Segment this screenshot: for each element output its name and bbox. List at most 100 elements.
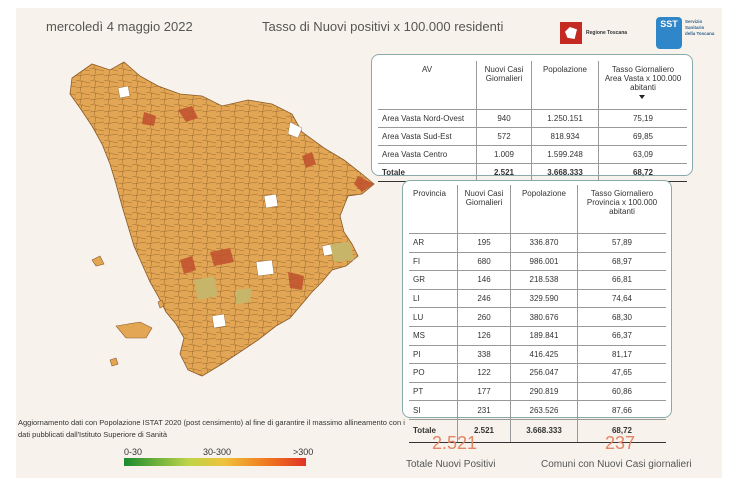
prov-cell: 47,65 bbox=[577, 363, 666, 383]
prov-cell: 57,89 bbox=[577, 233, 666, 253]
prov-cell: 122 bbox=[457, 363, 511, 383]
prov-cell: 66,37 bbox=[577, 326, 666, 346]
av-cell: 818.934 bbox=[531, 127, 599, 146]
sst-logo-text: Servizio Sanitario della Toscana bbox=[685, 19, 715, 36]
prov-cell: 177 bbox=[457, 382, 511, 402]
regione-toscana-emblem-icon bbox=[560, 22, 582, 44]
prov-cell: 329.590 bbox=[510, 289, 578, 309]
total-positives-value: 2.521 bbox=[432, 433, 478, 453]
av-cell: Area Vasta Centro bbox=[378, 145, 477, 164]
tuscany-region-shape bbox=[69, 61, 375, 377]
prov-cell: 338 bbox=[457, 345, 511, 365]
av-header-cases[interactable]: Nuovi Casi Giornalieri bbox=[476, 61, 532, 110]
table-row[interactable]: SI 231 263.526 87,66 bbox=[409, 400, 666, 420]
prov-cell: 263.526 bbox=[510, 400, 578, 420]
prov-cell: 260 bbox=[457, 307, 511, 327]
prov-cell: 126 bbox=[457, 326, 511, 346]
sort-desc-icon bbox=[638, 94, 645, 99]
prov-cell: 146 bbox=[457, 270, 511, 290]
prov-header-rate[interactable]: Tasso Giornaliero Provincia x 100.000 ab… bbox=[577, 185, 666, 234]
table-row[interactable]: FI 680 986.001 68,97 bbox=[409, 252, 666, 272]
total-positives-label: Totale Nuovi Positivi bbox=[406, 459, 496, 470]
av-cell: 63,09 bbox=[598, 145, 687, 164]
prov-cell: AR bbox=[409, 233, 458, 253]
table-row[interactable]: LU 260 380.676 68,30 bbox=[409, 307, 666, 327]
table-row[interactable]: Area Vasta Sud-Est 572 818.934 69,85 bbox=[378, 127, 687, 146]
prov-cell: 246 bbox=[457, 289, 511, 309]
prov-total-cell: 68,72 bbox=[577, 419, 666, 443]
area-vasta-table-card: AV Nuovi Casi Giornalieri Popolazione Ta… bbox=[371, 54, 693, 182]
av-header-rate[interactable]: Tasso Giornaliero Area Vasta x 100.000 a… bbox=[598, 61, 687, 110]
table-row[interactable]: Area Vasta Centro 1.009 1.599.248 63,09 bbox=[378, 145, 687, 164]
data-update-note: Aggiornamento dati con Popolazione ISTAT… bbox=[18, 418, 405, 439]
prov-cell: 336.870 bbox=[510, 233, 578, 253]
prov-cell: 380.676 bbox=[510, 307, 578, 327]
high-rate-municipalities bbox=[142, 106, 374, 290]
area-vasta-table: AV Nuovi Casi Giornalieri Popolazione Ta… bbox=[378, 61, 687, 182]
comuni-count-value: 237 bbox=[605, 433, 636, 453]
prov-cell: 66,81 bbox=[577, 270, 666, 290]
prov-cell: LI bbox=[409, 289, 458, 309]
prov-cell: 74,64 bbox=[577, 289, 666, 309]
table-row[interactable]: Area Vasta Nord-Ovest 940 1.250.151 75,1… bbox=[378, 109, 687, 128]
prov-cell: PI bbox=[409, 345, 458, 365]
color-scale-legend bbox=[124, 458, 306, 466]
av-header-rate-text: Tasso Giornaliero Area Vasta x 100.000 a… bbox=[604, 65, 682, 92]
prov-cell: 87,66 bbox=[577, 400, 666, 420]
av-cell: Area Vasta Sud-Est bbox=[378, 127, 477, 146]
prov-cell: 189.841 bbox=[510, 326, 578, 346]
islands bbox=[91, 255, 165, 367]
av-cell: 572 bbox=[476, 127, 532, 146]
provincia-table: Provincia Nuovi Casi Giornalieri Popolaz… bbox=[409, 185, 666, 443]
prov-cell: 680 bbox=[457, 252, 511, 272]
prov-cell: 231 bbox=[457, 400, 511, 420]
table-row[interactable]: PO 122 256.047 47,65 bbox=[409, 363, 666, 383]
prov-cell: PO bbox=[409, 363, 458, 383]
prov-header-provincia[interactable]: Provincia bbox=[409, 185, 458, 234]
av-header-population[interactable]: Popolazione bbox=[531, 61, 599, 110]
av-cell: 1.009 bbox=[476, 145, 532, 164]
av-total-cell: 3.668.333 bbox=[531, 163, 599, 182]
av-cell: 75,19 bbox=[598, 109, 687, 128]
provincia-table-card: Provincia Nuovi Casi Giornalieri Popolaz… bbox=[402, 180, 672, 443]
prov-total-cell: Totale bbox=[409, 419, 458, 443]
prov-header-population[interactable]: Popolazione bbox=[510, 185, 578, 234]
av-cell: 69,85 bbox=[598, 127, 687, 146]
av-total-cell: 2.521 bbox=[476, 163, 532, 182]
table-row[interactable]: PI 338 416.425 81,17 bbox=[409, 345, 666, 365]
prov-cell: LU bbox=[409, 307, 458, 327]
table-row[interactable]: LI 246 329.590 74,64 bbox=[409, 289, 666, 309]
prov-cell: 68,30 bbox=[577, 307, 666, 327]
prov-cell: 290.819 bbox=[510, 382, 578, 402]
prov-header-cases[interactable]: Nuovi Casi Giornalieri bbox=[457, 185, 511, 234]
prov-cell: 218.538 bbox=[510, 270, 578, 290]
sst-logo-mark: SST bbox=[656, 17, 682, 49]
sst-logo: SST Servizio Sanitario della Toscana bbox=[656, 17, 716, 51]
prov-cell: 416.425 bbox=[510, 345, 578, 365]
regione-toscana-logo: Regione Toscana bbox=[560, 18, 640, 50]
low-rate-municipalities bbox=[194, 242, 354, 304]
prov-cell: 195 bbox=[457, 233, 511, 253]
legend-mid-label: 30-300 bbox=[203, 447, 232, 457]
prov-cell: PT bbox=[409, 382, 458, 402]
no-case-municipalities bbox=[117, 85, 335, 329]
av-cell: 1.250.151 bbox=[531, 109, 599, 128]
prov-cell: 986.001 bbox=[510, 252, 578, 272]
table-total-row: Totale 2.521 3.668.333 68,72 bbox=[409, 419, 666, 443]
av-total-cell: Totale bbox=[378, 163, 477, 182]
table-row[interactable]: AR 195 336.870 57,89 bbox=[409, 233, 666, 253]
table-row[interactable]: GR 146 218.538 66,81 bbox=[409, 270, 666, 290]
prov-cell: SI bbox=[409, 400, 458, 420]
tuscany-choropleth-map[interactable] bbox=[62, 56, 378, 380]
av-cell: 940 bbox=[476, 109, 532, 128]
prov-total-cell: 3.668.333 bbox=[510, 419, 578, 443]
table-row[interactable]: PT 177 290.819 60,86 bbox=[409, 382, 666, 402]
table-row[interactable]: MS 126 189.841 66,37 bbox=[409, 326, 666, 346]
av-cell: Area Vasta Nord-Ovest bbox=[378, 109, 477, 128]
prov-cell: MS bbox=[409, 326, 458, 346]
report-date: mercoledì 4 maggio 2022 bbox=[46, 19, 193, 34]
comuni-count-label: Comuni con Nuovi Casi giornalieri bbox=[541, 459, 692, 470]
prov-cell: FI bbox=[409, 252, 458, 272]
av-header-area[interactable]: AV bbox=[378, 61, 477, 110]
prov-cell: 60,86 bbox=[577, 382, 666, 402]
